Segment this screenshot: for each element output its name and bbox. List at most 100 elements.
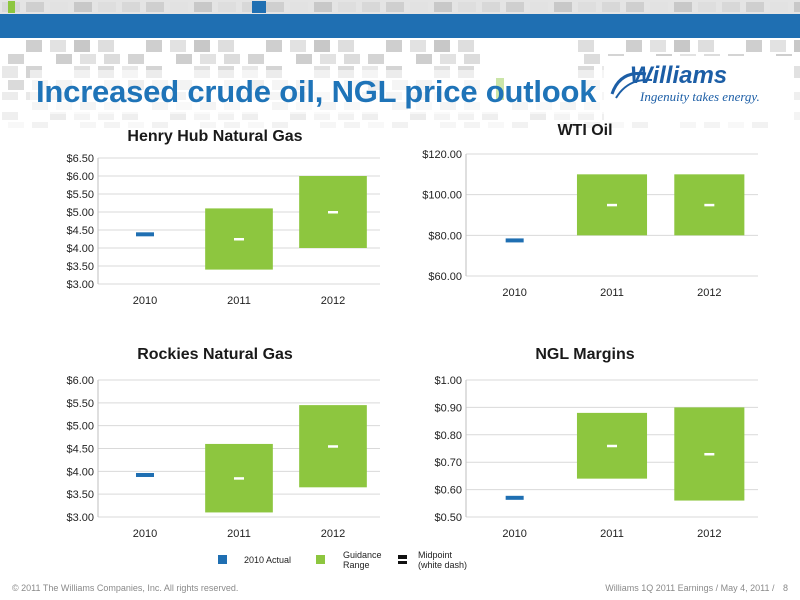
x-tick-label: 2012: [321, 528, 345, 540]
header-square: [8, 80, 24, 90]
header-square: [80, 122, 96, 128]
y-tick-label: $4.50: [66, 444, 94, 456]
y-tick-label: $60.00: [428, 271, 462, 283]
header-square: [56, 54, 72, 64]
header-square: [176, 54, 192, 64]
midpoint-dash: [607, 203, 617, 207]
header-square: [464, 122, 480, 128]
legend: 2010 Actual Guidance Range Midpoint (whi…: [218, 550, 518, 578]
header-square: [290, 2, 308, 12]
header-square: [440, 54, 456, 64]
x-tick-label: 2011: [227, 528, 251, 540]
legend-actual-swatch: [218, 555, 227, 564]
slide-title: Increased crude oil, NGL price outlook: [36, 74, 597, 109]
x-tick-label: 2012: [321, 295, 345, 307]
header-square: [578, 40, 594, 52]
header-square: [752, 122, 768, 128]
logo-backdrop: [604, 56, 794, 122]
legend-guidance-label: Guidance Range: [343, 550, 382, 570]
header-square: [338, 40, 354, 52]
header-square: [2, 92, 18, 100]
header-square: [296, 54, 312, 64]
header-square: [464, 54, 480, 64]
header-square: [2, 66, 18, 78]
header-square: [674, 2, 692, 12]
header-square: [266, 2, 284, 12]
header-square: [290, 112, 306, 120]
header-square: [746, 40, 762, 52]
header-square: [584, 54, 600, 64]
legend-midpoint-line1: Midpoint: [418, 550, 453, 560]
header-blue-band: [0, 14, 800, 38]
header-square: [200, 54, 216, 64]
header-square: [650, 2, 668, 12]
header-square: [152, 122, 168, 128]
header-square: [74, 2, 92, 12]
header-square: [248, 54, 264, 64]
y-tick-label: $0.70: [434, 457, 462, 469]
y-tick-label: $120.00: [422, 149, 462, 161]
y-tick-label: $4.00: [66, 466, 94, 478]
header-square: [218, 2, 236, 12]
header-square: [2, 112, 18, 120]
header-square: [650, 40, 666, 52]
footer-meta: Williams 1Q 2011 Earnings / May 4, 2011 …: [605, 583, 788, 593]
header-square: [146, 40, 162, 52]
header-square: [794, 92, 800, 100]
header-square: [554, 112, 570, 120]
header-square: [554, 2, 572, 12]
y-tick-label: $3.00: [66, 279, 94, 291]
header-square: [242, 2, 260, 12]
header-square: [200, 122, 216, 128]
header-square: [290, 40, 306, 52]
header-square: [224, 122, 240, 128]
header-square: [482, 112, 498, 120]
y-tick-label: $3.50: [66, 489, 94, 501]
header-square: [74, 40, 90, 52]
legend-guidance-line2: Range: [343, 560, 370, 570]
header-square: [26, 2, 44, 12]
header-square: [488, 122, 504, 128]
x-tick-label: 2010: [133, 295, 157, 307]
x-tick-label: 2011: [600, 528, 624, 540]
header-square: [458, 2, 476, 12]
footer-source: Williams 1Q 2011 Earnings / May 4, 2011 …: [605, 583, 775, 593]
y-tick-label: $0.80: [434, 430, 462, 442]
chart-wti-oil: WTI Oil $60.00 $80.00 $100.00 $120.00 2010 20…: [400, 118, 770, 308]
header-square: [632, 122, 648, 128]
header-square: [266, 40, 282, 52]
header-decoration: [0, 0, 800, 128]
header-square: [170, 112, 186, 120]
actual-marker: [136, 472, 154, 477]
y-tick-label: $5.00: [66, 207, 94, 219]
y-tick-label: $1.00: [434, 375, 462, 387]
header-square: [320, 54, 336, 64]
actual-marker: [136, 232, 154, 237]
header-square: [512, 122, 528, 128]
y-tick-label: $4.00: [66, 243, 94, 255]
x-tick-label: 2010: [502, 287, 526, 299]
y-tick-label: $80.00: [428, 230, 462, 242]
header-square: [698, 2, 716, 12]
chart-plot: $0.50 $0.60 $0.70 $0.80 $0.90 $1.00 2010 2011 20…: [434, 375, 758, 540]
x-tick-label: 2011: [600, 287, 624, 299]
header-square: [674, 40, 690, 52]
header-square: [32, 122, 48, 128]
header-square: [194, 40, 210, 52]
header-square: [224, 54, 240, 64]
chart-plot: $3.00 $3.50 $4.00 $4.50 $5.00 $5.50 $6.00 2010 2…: [66, 375, 380, 540]
midpoint-dash: [234, 477, 244, 480]
midpoint-dash: [704, 203, 715, 207]
header-square: [386, 40, 402, 52]
header-square: [506, 2, 524, 12]
x-tick-label: 2012: [697, 287, 721, 299]
legend-midpoint-label: Midpoint (white dash): [418, 550, 467, 570]
x-tick-label: 2011: [227, 295, 251, 307]
chart-henry-hub: Henry Hub Natural Gas $3.00 $3.50 $4.00 $4.…: [40, 124, 390, 324]
midpoint-dash: [234, 238, 244, 241]
chart-rockies-gas: Rockies Natural Gas $3.00 $3.50 $4.00 $4.50…: [40, 342, 390, 547]
y-tick-label: $5.50: [66, 398, 94, 410]
footer-copyright: © 2011 The Williams Companies, Inc. All …: [12, 583, 239, 593]
header-square: [50, 2, 68, 12]
header-square: [122, 2, 140, 12]
